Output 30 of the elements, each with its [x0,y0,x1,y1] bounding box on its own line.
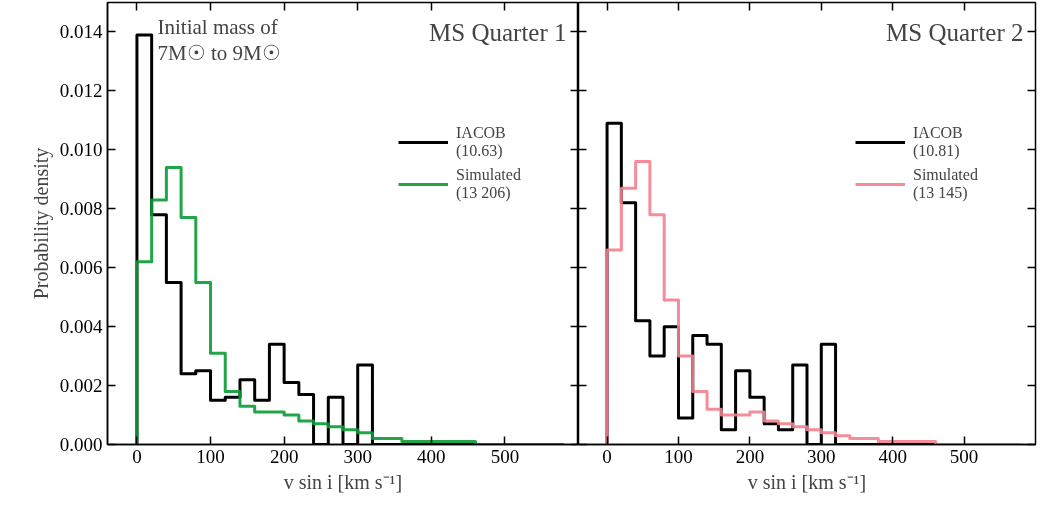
x-tick-label: 300 [343,445,372,467]
legend-label: IACOB (10.63) [456,124,506,160]
annotation: Initial mass of 7M☉ to 9M☉ [157,14,281,65]
x-tick-label: 100 [664,445,693,467]
y-tick-label: 0.014 [59,21,103,43]
text: MS Quarter 2 [886,18,1024,46]
y-tick-label: 0.012 [59,80,103,102]
y-tick-label: 0.008 [59,198,103,220]
text: MS Quarter 1 [429,18,567,46]
y-tick-label: 0.002 [59,375,103,397]
y-axis-title: Probability density [29,147,53,300]
x-axis-title: v sin i [km s⁻¹] [283,470,403,493]
x-tick-label: 300 [807,445,836,467]
x-tick-label: 400 [417,445,446,467]
x-tick-label: 500 [949,445,979,467]
x-tick-label: 0 [602,445,612,467]
y-tick-label: 0.006 [59,257,103,279]
legend-label: Simulated (13 206) [456,166,521,202]
x-axis-title: v sin i [km s⁻¹] [747,470,867,493]
x-tick-label: 200 [269,445,299,467]
x-tick-label: 0 [132,445,142,467]
x-tick-label: 100 [196,445,225,467]
legend-label: Simulated (13 145) [913,166,978,202]
x-tick-label: 200 [735,445,765,467]
y-tick-label: 0.004 [59,316,103,338]
y-tick-label: 0.000 [59,434,103,455]
x-tick-label: 500 [490,445,520,467]
x-tick-label: 400 [878,445,907,467]
y-tick-label: 0.010 [59,139,103,161]
legend-label: IACOB (10.81) [913,124,963,160]
